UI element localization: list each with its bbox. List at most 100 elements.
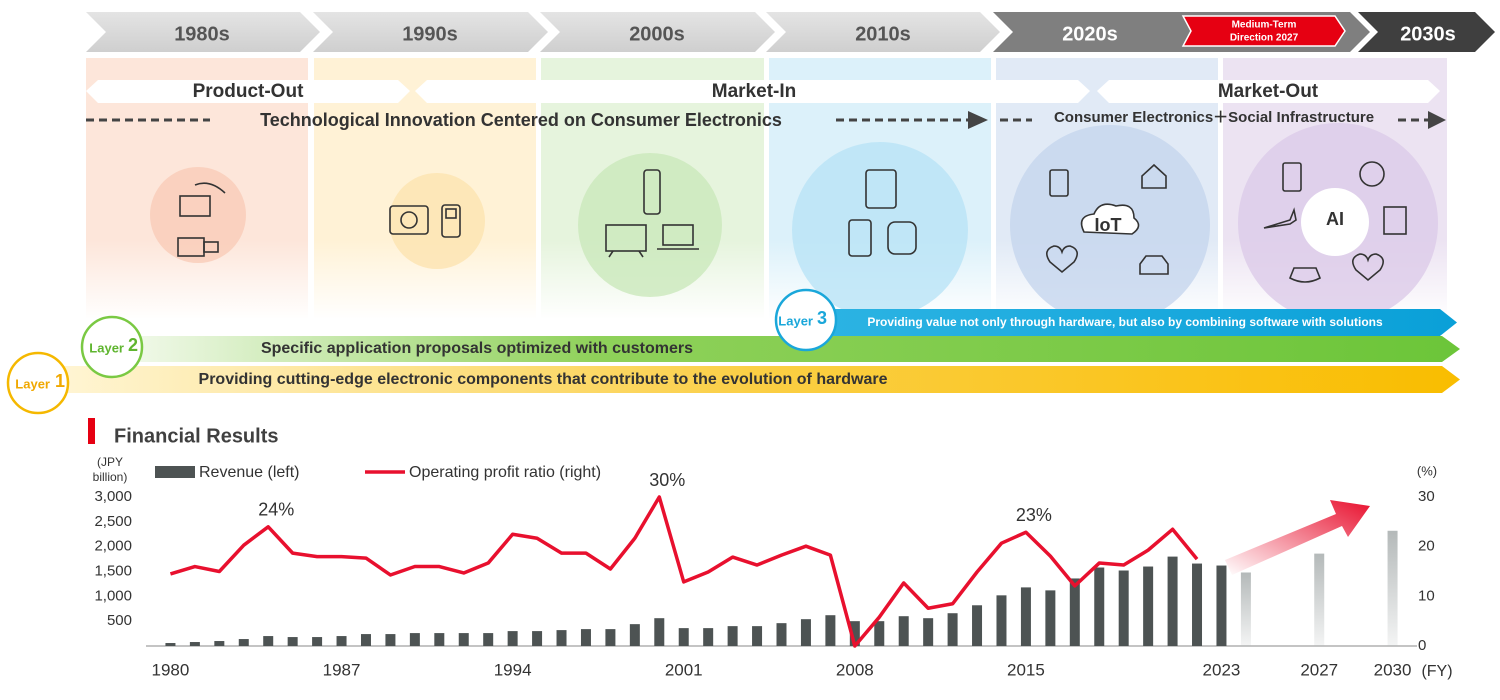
bar bbox=[1240, 572, 1251, 646]
y-tick-label: 1,000 bbox=[94, 587, 132, 604]
bar bbox=[605, 629, 616, 646]
layer-number: 3 bbox=[817, 308, 827, 328]
y2-tick-label: 20 bbox=[1418, 538, 1435, 555]
phase-arrow bbox=[86, 80, 410, 103]
layer-text: Providing cutting-edge electronic compon… bbox=[199, 371, 888, 388]
bar bbox=[849, 621, 860, 646]
bar bbox=[727, 626, 738, 646]
layer-text: Specific application proposals optimized… bbox=[261, 340, 693, 357]
value-label: 30% bbox=[649, 470, 685, 490]
y-tick-label: 1,500 bbox=[94, 562, 132, 579]
decade-label: 2000s bbox=[629, 23, 685, 45]
icon-label: AI bbox=[1326, 209, 1344, 229]
layer-label: Layer bbox=[15, 376, 50, 391]
chevron bbox=[1358, 12, 1495, 52]
phase-arrow bbox=[415, 80, 1090, 103]
arrow-head bbox=[1428, 111, 1446, 129]
phase-label: Product-Out bbox=[193, 81, 304, 102]
bar bbox=[874, 621, 885, 646]
bar bbox=[752, 626, 763, 646]
theme-label: Consumer Electronics＋Social Infrastructu… bbox=[1054, 109, 1374, 126]
bar bbox=[532, 631, 543, 646]
layer-text: Providing value not only through hardwar… bbox=[867, 315, 1383, 329]
bar bbox=[800, 619, 811, 646]
decade-label: 1980s bbox=[174, 23, 230, 45]
y-tick-label: 2,500 bbox=[94, 513, 132, 530]
layer-number: 1 bbox=[55, 371, 65, 391]
y-axis-label: billion) bbox=[93, 470, 128, 484]
layer-number: 2 bbox=[128, 335, 138, 355]
phase-label: Market-Out bbox=[1218, 81, 1319, 102]
value-label: 23% bbox=[1016, 505, 1052, 525]
x-tick-label: 2015 bbox=[1007, 660, 1045, 679]
column-fade bbox=[86, 240, 1447, 320]
chevron bbox=[313, 12, 548, 52]
medium-term-badge bbox=[1181, 15, 1346, 47]
bar bbox=[263, 636, 274, 646]
chevron bbox=[86, 12, 320, 52]
bar bbox=[580, 629, 591, 646]
arrow-head bbox=[968, 111, 988, 129]
x-tick-label: 2030 bbox=[1374, 660, 1412, 679]
x-tick-label: 2023 bbox=[1203, 660, 1241, 679]
chart-title: Financial Results bbox=[114, 425, 279, 447]
x-tick-label: 1994 bbox=[494, 660, 532, 679]
bar bbox=[972, 605, 983, 646]
x-tick-label: 2027 bbox=[1300, 660, 1338, 679]
icon-circle bbox=[792, 142, 968, 318]
legend-label: Operating profit ratio (right) bbox=[409, 464, 601, 481]
bar bbox=[434, 633, 445, 646]
medium-term-label: Direction 2027 bbox=[1230, 33, 1299, 44]
bar bbox=[703, 628, 714, 646]
bar bbox=[1167, 556, 1178, 646]
bar bbox=[287, 637, 298, 646]
bar bbox=[1387, 530, 1398, 646]
bar bbox=[458, 633, 469, 646]
decade-label: 2020s bbox=[1062, 23, 1118, 45]
value-label: 24% bbox=[258, 500, 294, 520]
bar bbox=[336, 636, 347, 646]
y2-tick-label: 10 bbox=[1418, 587, 1435, 604]
layer-label: Layer bbox=[89, 340, 124, 355]
y-tick-label: 2,000 bbox=[94, 538, 132, 555]
layers: Providing cutting-edge electronic compon… bbox=[6, 288, 1460, 415]
bar bbox=[1314, 553, 1325, 646]
decade-row: 1980s 1990s 2000s 2010s 2020s 2030s Medi… bbox=[86, 12, 1495, 52]
growth-arrow bbox=[1225, 500, 1370, 575]
bar bbox=[556, 630, 567, 646]
ai-badge bbox=[1301, 188, 1369, 256]
bar bbox=[1192, 563, 1203, 646]
bar bbox=[1216, 565, 1227, 646]
layer-badge bbox=[80, 315, 144, 379]
decade-label: 2010s bbox=[855, 23, 911, 45]
bar bbox=[507, 631, 518, 646]
bar bbox=[776, 623, 787, 646]
title-marker bbox=[88, 418, 95, 444]
chevron bbox=[540, 12, 775, 52]
bar bbox=[654, 618, 665, 646]
legend-label: Revenue (left) bbox=[199, 464, 300, 481]
x-tick-label: 1980 bbox=[152, 660, 190, 679]
icon-circle bbox=[389, 173, 485, 269]
bar bbox=[385, 634, 396, 646]
chevron bbox=[766, 12, 1000, 52]
bar bbox=[483, 633, 494, 646]
phase-arrow bbox=[1097, 80, 1440, 103]
icon-circle bbox=[578, 153, 722, 297]
line bbox=[169, 495, 1199, 648]
bar bbox=[629, 624, 640, 646]
bar bbox=[1094, 567, 1105, 646]
x-tick-label: 2001 bbox=[665, 660, 703, 679]
bar bbox=[678, 628, 689, 646]
bar bbox=[923, 618, 934, 646]
bar bbox=[189, 642, 200, 646]
bar bbox=[947, 613, 958, 646]
bar bbox=[1045, 590, 1056, 646]
bar bbox=[1118, 570, 1129, 646]
y2-axis-label: (%) bbox=[1417, 463, 1437, 478]
bar bbox=[312, 637, 323, 646]
bar bbox=[825, 615, 836, 646]
bar bbox=[1020, 587, 1031, 646]
